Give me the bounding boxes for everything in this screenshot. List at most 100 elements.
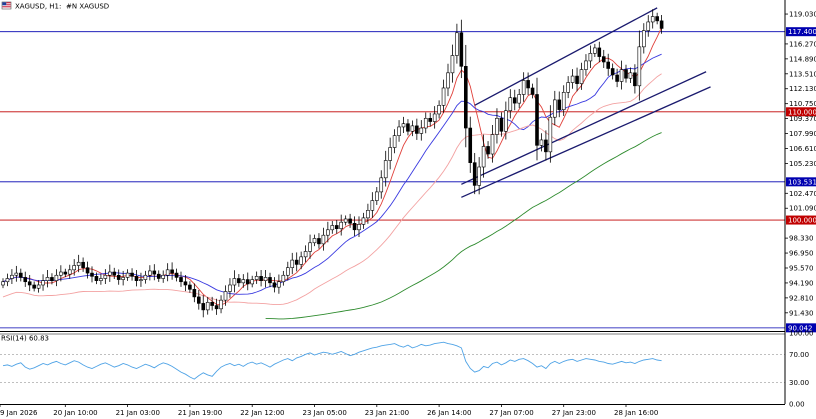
candle-body bbox=[254, 276, 259, 280]
candle-body bbox=[637, 46, 642, 87]
candle-body bbox=[610, 68, 615, 76]
candle-body bbox=[152, 270, 157, 275]
candle-body bbox=[397, 126, 401, 136]
candle-body bbox=[94, 276, 99, 281]
time-tick-label: 9 Jan 2026 bbox=[0, 409, 38, 417]
candle-body bbox=[570, 75, 575, 83]
candle-body bbox=[103, 274, 108, 279]
moving-average-long bbox=[265, 132, 662, 320]
candle-body bbox=[268, 277, 272, 284]
candle-body bbox=[374, 191, 379, 201]
candle-body bbox=[161, 274, 165, 279]
price-tick-label: 105.230 bbox=[789, 160, 816, 168]
candle-body bbox=[472, 162, 477, 186]
candle-body bbox=[245, 279, 250, 285]
candle-body bbox=[99, 278, 103, 281]
candle-body bbox=[67, 269, 72, 275]
candle-body bbox=[450, 55, 455, 74]
candle-body bbox=[76, 261, 81, 266]
candle-body bbox=[539, 139, 544, 146]
candle-body bbox=[112, 271, 117, 276]
candle-body bbox=[308, 242, 312, 252]
candle-body bbox=[566, 82, 570, 93]
price-tick-label: 92.810 bbox=[789, 294, 814, 302]
candle-body bbox=[561, 92, 566, 110]
candle-body bbox=[650, 16, 655, 23]
price-level-badge bbox=[786, 177, 816, 187]
price-tick-label: 107.990 bbox=[789, 130, 816, 138]
candle-body bbox=[512, 97, 517, 104]
time-tick-label: 23 Jan 05:00 bbox=[303, 409, 347, 417]
candle-body bbox=[290, 259, 295, 268]
candle-body bbox=[130, 272, 134, 277]
candle-body bbox=[575, 75, 579, 84]
time-tick-label: 26 Jan 14:00 bbox=[427, 409, 471, 417]
candle-body bbox=[406, 123, 410, 132]
candle-body bbox=[428, 117, 433, 122]
candle-body bbox=[530, 87, 535, 95]
price-level-label: 103.531 bbox=[788, 178, 816, 186]
time-tick-label: 22 Jan 12:00 bbox=[240, 409, 284, 417]
candle-body bbox=[468, 127, 473, 163]
candle-body bbox=[156, 273, 161, 279]
candle-body bbox=[357, 224, 361, 231]
candle-body bbox=[219, 299, 223, 310]
candle-body bbox=[232, 278, 237, 286]
candle-body bbox=[601, 56, 606, 63]
candle-body bbox=[579, 69, 584, 84]
candle-body bbox=[584, 60, 588, 70]
candle-body bbox=[148, 270, 152, 276]
candle-body bbox=[201, 303, 206, 311]
candle-body bbox=[85, 267, 90, 274]
candle-body bbox=[521, 80, 526, 95]
candle-body bbox=[285, 267, 290, 276]
price-level-label: 117.400 bbox=[788, 28, 816, 36]
price-level-badge bbox=[786, 27, 816, 37]
candle-body bbox=[383, 160, 388, 179]
price-tick-label: 116.270 bbox=[789, 40, 816, 48]
candle-body bbox=[237, 278, 241, 284]
candle-body bbox=[72, 265, 76, 271]
candle-body bbox=[423, 117, 428, 129]
candle-body bbox=[437, 104, 441, 115]
price-tick-label: 113.510 bbox=[789, 70, 816, 78]
candle-body bbox=[205, 302, 210, 311]
time-tick-label: 21 Jan 03:00 bbox=[116, 409, 160, 417]
candle-body bbox=[455, 32, 459, 56]
candle-body bbox=[419, 127, 424, 134]
candle-body bbox=[10, 274, 14, 279]
candle-body bbox=[63, 271, 68, 275]
candle-body bbox=[499, 117, 504, 132]
candle-body bbox=[477, 166, 481, 186]
price-level-label: 90.042 bbox=[788, 324, 813, 332]
candle-body bbox=[624, 69, 628, 79]
candle-body bbox=[628, 72, 633, 79]
candle-body bbox=[241, 279, 246, 284]
candle-body bbox=[121, 277, 125, 280]
channel-line bbox=[461, 71, 707, 185]
trend-channel[interactable] bbox=[461, 7, 711, 198]
candle-body bbox=[179, 277, 183, 283]
chart-symbol: XAGUSD, H1: bbox=[15, 3, 61, 11]
candle-body bbox=[54, 274, 59, 281]
moving-average-medium bbox=[2, 53, 662, 295]
candle-body bbox=[655, 16, 659, 22]
candle-body bbox=[633, 72, 637, 87]
candle-body bbox=[388, 147, 392, 161]
candle-body bbox=[659, 20, 664, 29]
price-level-badge bbox=[786, 323, 816, 333]
flag-icon bbox=[1, 1, 12, 10]
candle-body bbox=[535, 94, 539, 146]
channel-line bbox=[474, 7, 658, 106]
candle-body bbox=[343, 218, 348, 223]
candle-body bbox=[139, 279, 143, 281]
candle-body bbox=[334, 225, 339, 230]
candle-body bbox=[192, 289, 197, 298]
time-tick-label: 28 Jan 16:00 bbox=[614, 409, 658, 417]
candle-body bbox=[339, 221, 344, 230]
rsi-panel: 100.00 70.00 30.00 0.00 bbox=[0, 330, 814, 409]
candle-body bbox=[410, 125, 415, 132]
channel-line bbox=[461, 86, 711, 198]
